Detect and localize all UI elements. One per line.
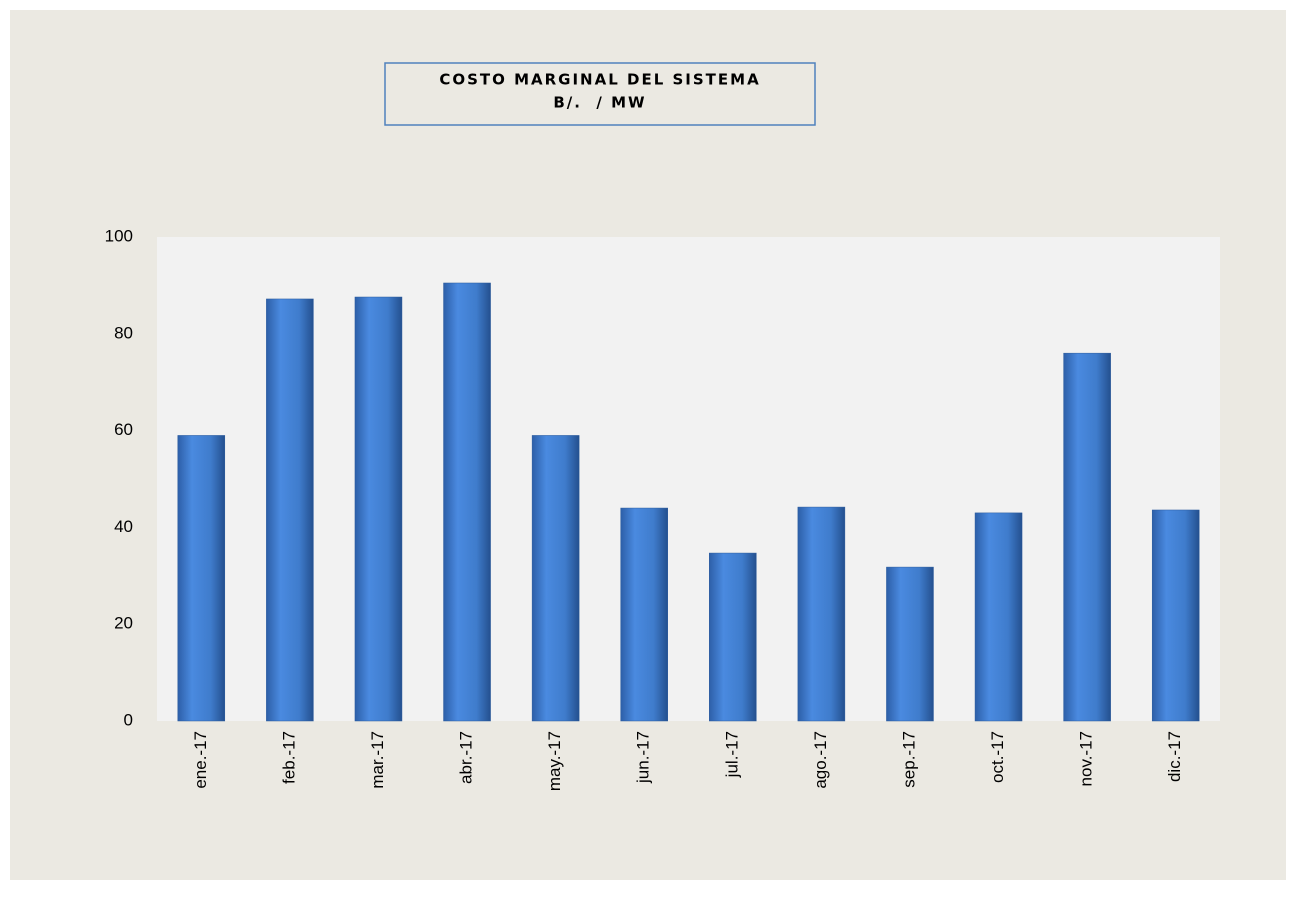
x-tick-label: mar.-17: [368, 731, 387, 789]
x-tick-label: feb.-17: [279, 731, 298, 784]
bar: [709, 552, 757, 722]
x-tick-label: sep.-17: [899, 731, 918, 788]
bar: [531, 435, 580, 722]
y-tick-label: 0: [124, 710, 133, 729]
x-tick-label: nov.-17: [1077, 731, 1096, 786]
x-tick-label: abr.-17: [457, 731, 476, 784]
bar: [974, 512, 1023, 722]
bar: [1063, 352, 1111, 722]
bar: [620, 507, 668, 722]
bar: [1151, 509, 1200, 722]
x-tick-label: jul.-17: [722, 731, 741, 778]
x-tick-label: ene.-17: [191, 731, 210, 789]
y-tick-label: 100: [105, 226, 133, 245]
chart-title: COSTO MARGINAL DEL SISTEMA: [439, 71, 760, 89]
y-tick-label: 60: [114, 420, 133, 439]
bar: [797, 506, 846, 722]
y-tick-label: 20: [114, 614, 133, 633]
x-tick-label: dic.-17: [1165, 731, 1184, 782]
y-tick-label: 40: [114, 517, 133, 536]
bar: [354, 296, 403, 722]
bar: [266, 298, 314, 722]
x-tick-label: may.-17: [545, 731, 564, 791]
bar: [886, 566, 934, 722]
bar: [177, 435, 226, 722]
title-box: [384, 62, 816, 126]
x-tick-label: jun.-17: [634, 731, 653, 784]
plot-area: [157, 237, 1220, 721]
x-tick-label: oct.-17: [988, 731, 1007, 783]
chart-subtitle: B/. / MW: [553, 94, 646, 112]
x-tick-label: ago.-17: [811, 731, 830, 789]
bar: [443, 282, 491, 722]
y-tick-label: 80: [114, 323, 133, 342]
